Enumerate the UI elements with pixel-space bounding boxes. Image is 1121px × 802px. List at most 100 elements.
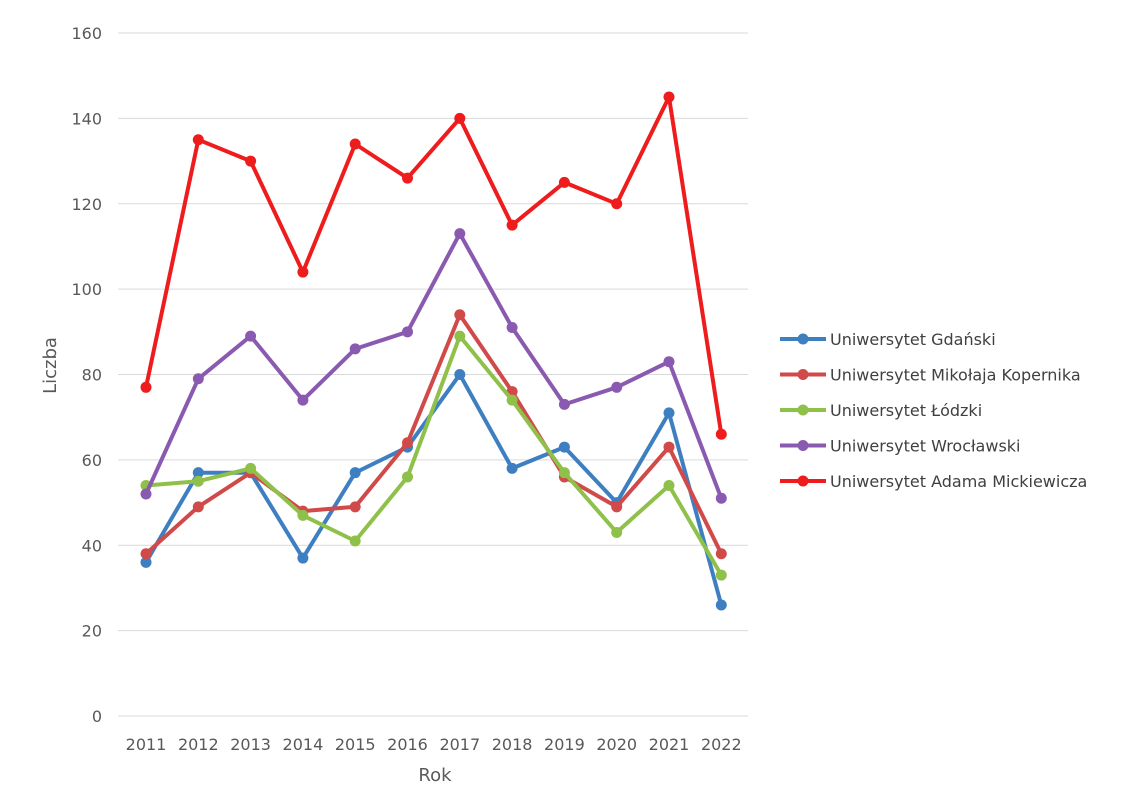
data-point — [663, 356, 675, 368]
x-axis-ticks: 2011 2012 2013 2014 2015 2016 2017 2018 2019 2020… — [126, 735, 742, 754]
data-point — [454, 228, 466, 240]
y-tick-label: 20 — [82, 622, 102, 641]
y-tick-label: 140 — [71, 109, 102, 128]
legend-swatch-marker — [797, 440, 809, 451]
data-point — [506, 322, 518, 334]
data-point — [349, 343, 361, 355]
data-point — [297, 394, 309, 406]
data-point — [454, 112, 466, 124]
data-point — [192, 475, 204, 487]
data-point — [297, 552, 309, 564]
y-tick-label: 80 — [82, 366, 102, 385]
data-point — [349, 467, 361, 479]
data-point — [192, 373, 204, 385]
data-point — [558, 398, 570, 410]
data-point — [192, 134, 204, 146]
data-point — [715, 599, 727, 611]
data-point — [402, 437, 413, 449]
data-point — [663, 441, 675, 453]
x-tick-label: 2017 — [439, 735, 480, 754]
data-point — [454, 309, 466, 321]
legend-label: Uniwersytet Adama Mickiewicza — [830, 472, 1087, 491]
data-point — [245, 330, 257, 342]
y-tick-label: 160 — [71, 24, 102, 43]
legend-swatch-marker — [797, 404, 809, 416]
y-tick-label: 120 — [71, 195, 102, 214]
data-point — [297, 266, 309, 278]
legend-swatch-marker — [797, 475, 809, 487]
y-tick-label: 60 — [82, 451, 102, 470]
x-tick-label: 2020 — [596, 735, 637, 754]
data-point — [140, 556, 152, 568]
legend-item: Uniwersytet Łódzki — [780, 401, 982, 420]
data-point — [245, 462, 257, 474]
x-tick-label: 2016 — [387, 735, 428, 754]
y-tick-label: 40 — [82, 536, 102, 555]
legend-label: Uniwersytet Łódzki — [830, 401, 982, 420]
data-point — [558, 176, 570, 188]
legend-swatch-marker — [797, 369, 809, 380]
data-point — [192, 467, 204, 479]
x-tick-label: 2021 — [649, 735, 690, 754]
data-point — [506, 219, 518, 231]
data-point — [402, 471, 413, 483]
y-tick-label: 0 — [92, 707, 102, 726]
data-point — [558, 467, 570, 479]
data-point — [611, 198, 623, 210]
legend: Uniwersytet Gdański Uniwersytet Mikołaja … — [780, 330, 1087, 491]
x-tick-label: 2015 — [335, 735, 376, 754]
legend-label: Uniwersytet Wrocławski — [830, 437, 1020, 456]
series-line — [144, 334, 724, 578]
x-tick-label: 2018 — [492, 735, 533, 754]
data-point — [349, 501, 361, 513]
data-point — [140, 548, 152, 560]
data-point — [611, 526, 623, 538]
data-point — [715, 492, 727, 504]
data-point — [245, 155, 257, 167]
data-point — [454, 330, 466, 342]
x-tick-label: 2019 — [544, 735, 585, 754]
series-line — [144, 312, 724, 556]
data-point — [349, 138, 361, 150]
data-point — [402, 326, 413, 338]
y-tick-label: 100 — [71, 280, 102, 299]
x-tick-label: 2013 — [230, 735, 271, 754]
legend-swatch-marker — [797, 333, 809, 345]
series-line — [144, 95, 724, 437]
y-axis-ticks: 0 20 40 60 80 100 120 140 160 — [71, 24, 102, 726]
data-point — [349, 535, 361, 547]
series-1 — [140, 309, 727, 560]
data-point — [663, 91, 675, 103]
series-4 — [140, 91, 727, 440]
data-point — [715, 548, 727, 560]
data-point — [506, 394, 518, 406]
y-axis-title: Liczba — [40, 337, 61, 394]
legend-item: Uniwersytet Gdański — [780, 330, 996, 349]
data-point — [558, 441, 570, 453]
data-point — [611, 381, 623, 393]
data-point — [402, 172, 413, 184]
data-point — [297, 509, 309, 521]
data-point — [611, 501, 623, 513]
x-axis-title: Rok — [418, 765, 452, 786]
legend-label: Uniwersytet Mikołaja Kopernika — [830, 366, 1081, 385]
series-2 — [140, 330, 727, 581]
legend-item: Uniwersytet Wrocławski — [780, 437, 1020, 456]
series-lines — [140, 91, 727, 611]
gridlines — [118, 32, 748, 717]
x-tick-label: 2012 — [178, 735, 219, 754]
x-tick-label: 2014 — [283, 735, 324, 754]
data-point — [715, 569, 727, 581]
series-line — [144, 231, 724, 501]
x-tick-label: 2011 — [126, 735, 167, 754]
series-3 — [140, 228, 727, 504]
legend-item: Uniwersytet Adama Mickiewicza — [780, 472, 1087, 491]
x-tick-label: 2022 — [701, 735, 742, 754]
legend-label: Uniwersytet Gdański — [830, 330, 996, 349]
data-point — [454, 369, 466, 380]
data-point — [663, 407, 675, 419]
data-point — [140, 488, 152, 500]
data-point — [506, 462, 518, 474]
